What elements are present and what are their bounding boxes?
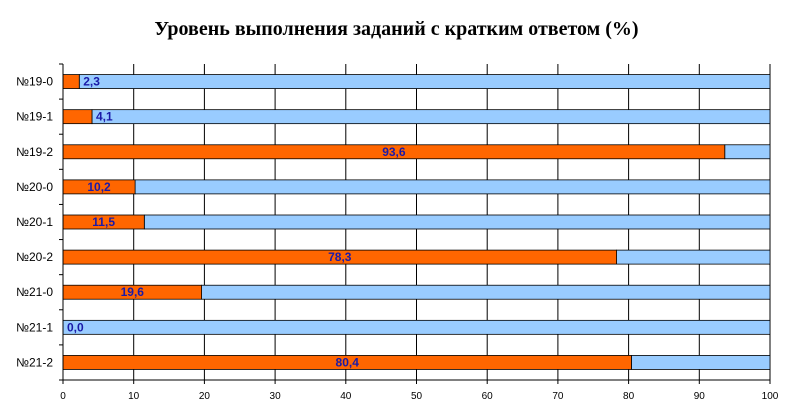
- bar-remainder: [724, 144, 771, 160]
- category-label: №21-2: [16, 355, 53, 369]
- data-label: 93,6: [382, 145, 406, 159]
- x-tick-label: 90: [694, 391, 706, 402]
- category-label: №20-2: [16, 250, 53, 264]
- bar-value: [62, 74, 80, 89]
- x-tick-label: 30: [270, 391, 282, 402]
- x-tick-label: 0: [60, 391, 66, 402]
- x-tick-label: 80: [623, 391, 635, 402]
- x-tick-label: 70: [552, 391, 564, 402]
- bar-remainder: [631, 355, 771, 370]
- bar-remainder: [201, 284, 771, 300]
- x-tick-label: 40: [340, 391, 352, 402]
- category-label: №19-0: [16, 75, 53, 89]
- data-label: 4,1: [96, 110, 113, 124]
- category-label: №19-1: [16, 110, 53, 124]
- x-tick-label: 10: [128, 391, 140, 402]
- x-tick-label: 60: [482, 391, 494, 402]
- data-label: 10,2: [87, 180, 111, 194]
- category-label: №21-1: [16, 320, 53, 334]
- bar-remainder: [616, 249, 771, 265]
- bar-value: [62, 109, 93, 125]
- data-label: 2,3: [83, 75, 100, 89]
- data-label: 80,4: [336, 355, 360, 369]
- bar-remainder: [62, 319, 771, 335]
- category-label: №20-1: [16, 215, 53, 229]
- bar-remainder: [78, 74, 771, 89]
- x-tick-label: 50: [411, 391, 423, 402]
- bar-remainder: [134, 179, 771, 195]
- category-label: №21-0: [16, 285, 53, 299]
- x-tick-label: 100: [762, 391, 779, 402]
- x-tick-label: 20: [199, 391, 211, 402]
- chart-title: Уровень выполнения заданий с кратким отв…: [154, 18, 639, 40]
- bar-remainder: [91, 109, 771, 125]
- data-label: 78,3: [328, 250, 352, 264]
- data-label: 0,0: [67, 320, 84, 334]
- data-label: 19,6: [121, 285, 145, 299]
- category-label: №20-0: [16, 180, 53, 194]
- bar-remainder: [143, 214, 771, 230]
- data-label: 11,5: [92, 215, 115, 229]
- category-label: №19-2: [16, 145, 53, 159]
